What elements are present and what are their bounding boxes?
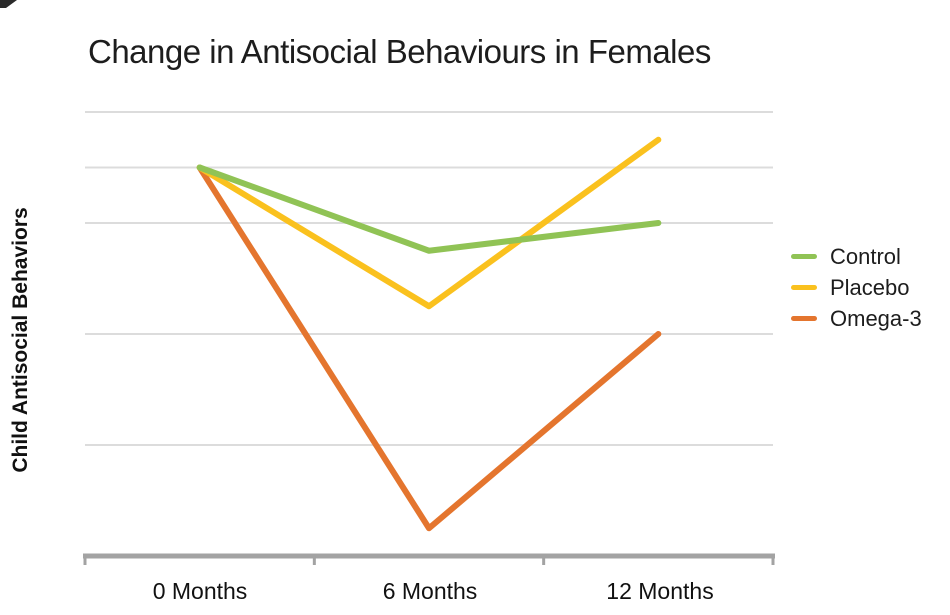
legend-color-dash-placebo xyxy=(791,285,817,290)
legend-color-dash-omega-3 xyxy=(791,316,817,321)
legend-color-dash-control xyxy=(791,254,817,259)
legend-label-placebo: Placebo xyxy=(830,274,910,300)
series-line-control xyxy=(196,164,662,254)
legend-label-omega-3: Omega-3 xyxy=(830,305,922,331)
legend-label-control: Control xyxy=(830,243,901,269)
x-tick-label-0-months: 0 Months xyxy=(152,578,248,604)
legend-item-control: Control xyxy=(791,241,922,272)
x-tick-label-12-months: 12 Months xyxy=(606,578,714,604)
legend: Control Placebo Omega-3 xyxy=(791,241,922,334)
legend-item-omega-3: Omega-3 xyxy=(791,303,922,334)
chart-title: Change in Antisocial Behaviours in Femal… xyxy=(88,33,711,70)
legend-item-placebo: Placebo xyxy=(791,272,922,303)
series-line-omega-3 xyxy=(196,164,662,532)
x-tick-label-6-months: 6 Months xyxy=(382,578,478,604)
series-line-placebo xyxy=(196,136,662,310)
corner-artifact xyxy=(0,0,17,8)
